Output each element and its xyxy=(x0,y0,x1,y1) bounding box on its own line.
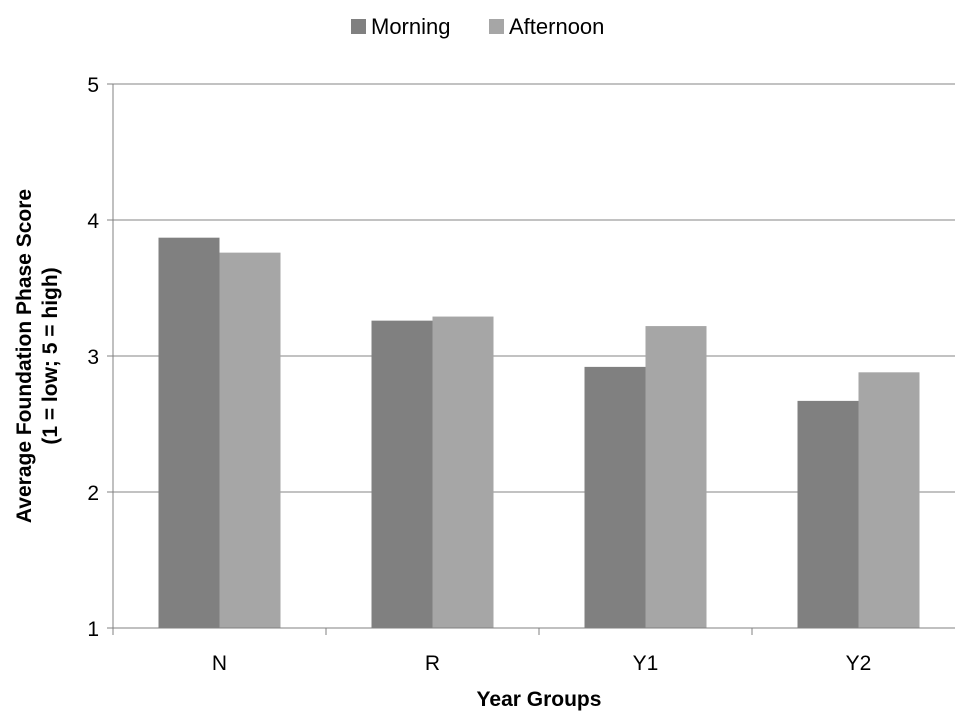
y-tick-label-4: 4 xyxy=(87,210,99,233)
x-tick-label-n: N xyxy=(212,652,227,675)
bar-afternoon-y1 xyxy=(645,326,707,628)
bar-morning-y2 xyxy=(797,400,859,628)
legend: Morning Afternoon xyxy=(351,14,604,39)
y-tick-label-3: 3 xyxy=(87,346,99,369)
y-axis-title-line-2: (1 = low; 5 = high) xyxy=(39,267,62,444)
y-tick-label-5: 5 xyxy=(87,74,99,97)
y-axis-title: Average Foundation Phase Score (1 = low;… xyxy=(13,189,62,523)
bars xyxy=(158,237,920,628)
legend-label-afternoon: Afternoon xyxy=(509,14,604,39)
y-ticks: 1 2 3 4 5 xyxy=(87,74,113,641)
y-tick-label-1: 1 xyxy=(87,618,99,641)
bar-morning-r xyxy=(371,320,433,628)
bar-afternoon-y2 xyxy=(858,372,920,628)
y-tick-label-2: 2 xyxy=(87,482,99,505)
bar-afternoon-n xyxy=(219,252,281,628)
x-tick-label-r: R xyxy=(425,652,440,675)
legend-swatch-morning xyxy=(351,19,366,34)
y-axis-title-line-1: Average Foundation Phase Score xyxy=(13,189,36,523)
legend-label-morning: Morning xyxy=(371,14,450,39)
bar-morning-y1 xyxy=(584,366,646,628)
x-axis-title: Year Groups xyxy=(477,688,602,711)
bar-morning-n xyxy=(158,237,220,628)
legend-swatch-afternoon xyxy=(489,19,504,34)
x-tick-label-y2: Y2 xyxy=(846,652,872,675)
bar-afternoon-r xyxy=(432,316,494,628)
x-ticks: N R Y1 Y2 xyxy=(112,628,872,675)
x-tick-label-y1: Y1 xyxy=(633,652,659,675)
